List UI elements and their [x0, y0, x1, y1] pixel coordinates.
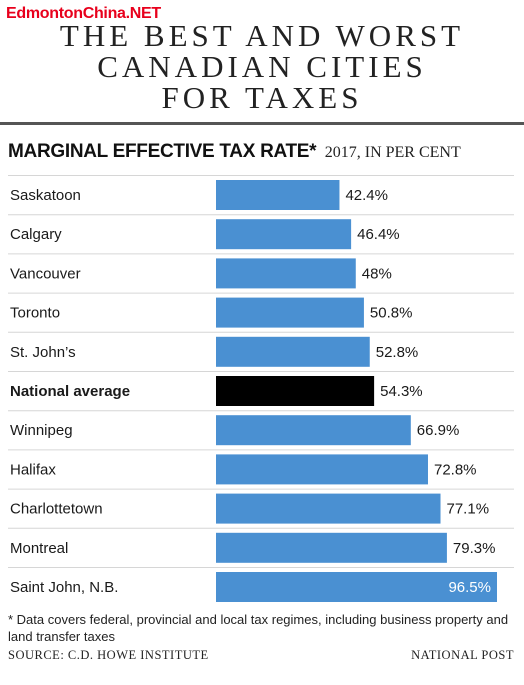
- bar: [216, 336, 370, 367]
- value-label: 54.3%: [380, 383, 423, 400]
- title-line-3: FOR TAXES: [161, 80, 363, 115]
- bar: [216, 572, 497, 602]
- value-label: 48%: [362, 265, 392, 282]
- bar-highlight: [216, 376, 375, 406]
- category-label: Charlottetown: [10, 501, 103, 518]
- title-divider: [0, 122, 524, 125]
- category-label: Toronto: [10, 305, 60, 322]
- bar-chart: Saskatoon 42.4% Calgary 46.4% Vancouver 48% To…: [8, 175, 514, 602]
- category-label: Calgary: [10, 226, 62, 243]
- title-line-2: CANADIAN CITIES: [97, 49, 427, 84]
- value-label: 50.8%: [370, 305, 413, 322]
- site-watermark: EdmontonChina.NET: [6, 5, 161, 22]
- category-label: Saint John, N.B.: [10, 579, 118, 596]
- bar: [216, 493, 441, 524]
- category-label: Vancouver: [10, 265, 81, 282]
- bar: [216, 415, 411, 446]
- value-label: 46.4%: [357, 226, 400, 243]
- category-label: Halifax: [10, 461, 56, 478]
- category-label: Saskatoon: [10, 187, 81, 204]
- bar: [216, 219, 352, 250]
- footnote: * Data covers federal, provincial and lo…: [8, 612, 509, 644]
- subtitle-main: MARGINAL EFFECTIVE TAX RATE*: [8, 141, 317, 162]
- title-line-1: THE BEST AND WORST: [59, 18, 465, 53]
- category-label: Winnipeg: [10, 422, 73, 439]
- category-label: National average: [10, 383, 130, 400]
- value-label: 52.8%: [376, 344, 419, 361]
- bar: [216, 258, 356, 289]
- bar: [216, 180, 340, 210]
- bar: [216, 454, 428, 485]
- bar: [216, 532, 447, 563]
- bar: [216, 297, 364, 328]
- source-credit: SOURCE: C.D. HOWE INSTITUTE: [8, 648, 209, 662]
- subtitle-sub: 2017, IN PER CENT: [324, 144, 461, 161]
- chart-title: THE BEST AND WORST CANADIAN CITIES FOR T…: [0, 20, 524, 113]
- chart-subtitle: MARGINAL EFFECTIVE TAX RATE* 2017, IN PE…: [8, 141, 461, 163]
- value-label: 79.3%: [453, 540, 496, 557]
- value-label: 66.9%: [417, 422, 460, 439]
- value-label: 42.4%: [345, 187, 388, 204]
- value-label: 72.8%: [434, 461, 477, 478]
- value-label: 77.1%: [447, 501, 490, 518]
- value-label: 96.5%: [448, 579, 491, 596]
- category-label: St. John’s: [10, 344, 76, 361]
- publisher-credit: NATIONAL POST: [411, 648, 514, 662]
- category-label: Montreal: [10, 540, 68, 557]
